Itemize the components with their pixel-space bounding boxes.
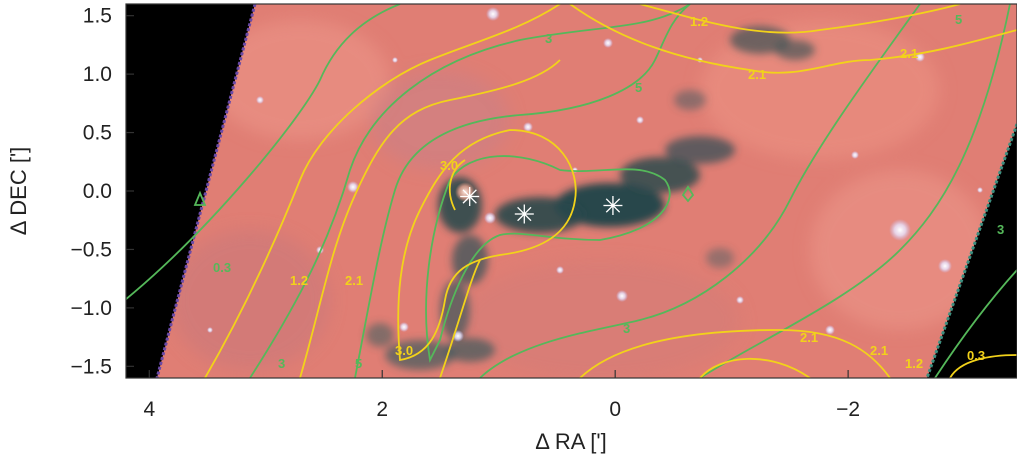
contour-label: 1.2 [290, 273, 308, 288]
stars [207, 7, 983, 342]
dark-dust-lane [366, 26, 815, 370]
contour-label: 2.1 [870, 343, 888, 358]
contour-label: 1.2 [690, 14, 708, 29]
contour-label: 3 [997, 222, 1004, 237]
contour-label: 3 [545, 31, 552, 46]
contour-label: 5 [635, 80, 642, 95]
contour-label: 2.1 [345, 273, 363, 288]
contour-label: 5 [355, 356, 362, 371]
infrared-field [157, 4, 1017, 378]
contour-label: 3.0 [440, 158, 458, 173]
contour-label: 0.3 [967, 348, 985, 363]
contour-label: 5 [955, 12, 962, 27]
contour-label: 2.1 [900, 46, 918, 61]
source-markers: ✳ ✳ ✳ [459, 183, 624, 231]
contour-label: 1.2 [905, 356, 923, 371]
y-tick-label: 0.0 [83, 180, 112, 203]
asterisk-marker-icon: ✳ [459, 183, 481, 213]
contour-label: 2.1 [800, 330, 818, 345]
x-axis: 4 2 0 −2 [143, 370, 860, 421]
y-tick-label: −1.0 [71, 297, 112, 320]
contour-label: 2.1 [748, 67, 766, 82]
x-tick-label: 0 [609, 398, 621, 421]
y-axis-title: Δ DEC ['] [6, 147, 31, 236]
x-axis-title: Δ RA ['] [535, 429, 606, 454]
contour-label: 3 [278, 356, 285, 371]
y-tick-label: 1.5 [83, 5, 112, 28]
contour-labels: 1.2 2.1 2.1 3.0 1.2 2.1 3.0 2.1 2.1 1.2 … [213, 12, 1004, 371]
image-panel: 1.2 2.1 2.1 3.0 1.2 2.1 3.0 2.1 2.1 1.2 … [126, 4, 1017, 378]
field-edge-left [155, 4, 257, 378]
yellow-contours [204, 4, 1017, 378]
x-tick-label: −2 [836, 398, 860, 421]
y-tick-label: 0.5 [83, 122, 112, 145]
y-tick-label: 1.0 [83, 63, 112, 86]
green-contours [126, 4, 1017, 378]
asterisk-marker-icon: ✳ [602, 192, 624, 222]
y-axis: 1.5 1.0 0.5 0.0 −0.5 −1.0 −1.5 [71, 5, 134, 378]
contour-label: 3 [623, 321, 630, 336]
asterisk-marker-icon: ✳ [513, 200, 535, 230]
contour-label: 3.0 [395, 343, 413, 358]
x-tick-label: 2 [376, 398, 388, 421]
y-tick-label: −1.5 [71, 355, 112, 378]
x-tick-label: 4 [143, 398, 155, 421]
contour-label: 0.3 [213, 260, 231, 275]
y-tick-label: −0.5 [71, 238, 112, 261]
